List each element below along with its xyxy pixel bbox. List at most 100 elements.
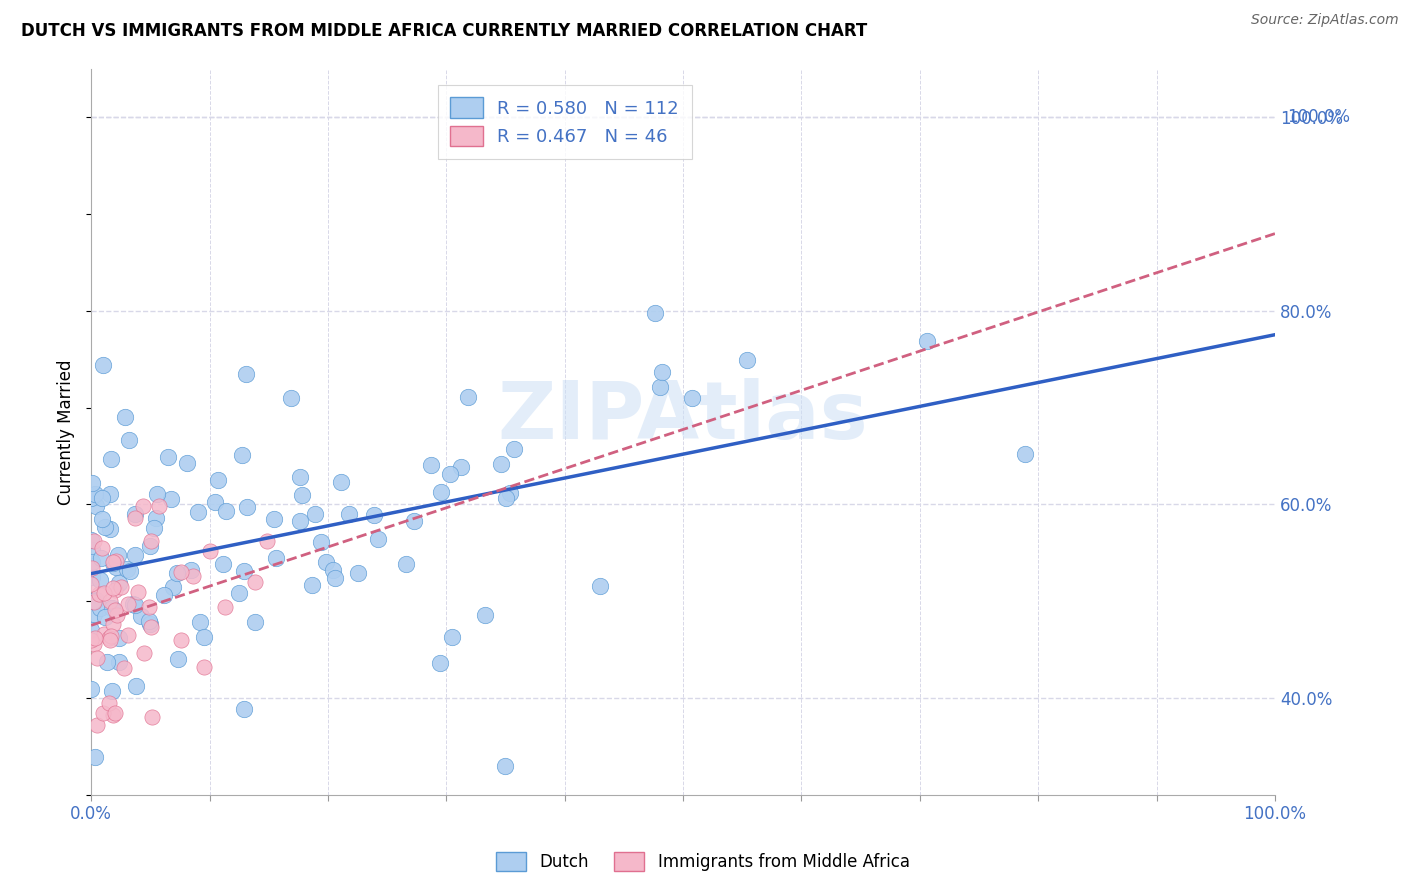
Point bbox=[83, 595, 105, 609]
Point bbox=[104, 554, 127, 568]
Point bbox=[80, 543, 103, 558]
Point bbox=[681, 391, 703, 405]
Point bbox=[83, 487, 105, 501]
Point bbox=[170, 633, 193, 648]
Point bbox=[347, 566, 370, 580]
Point bbox=[167, 652, 190, 666]
Point bbox=[235, 368, 257, 382]
Point bbox=[138, 614, 160, 628]
Point bbox=[651, 365, 673, 379]
Point bbox=[288, 470, 311, 484]
Point bbox=[120, 564, 142, 578]
Point bbox=[100, 630, 122, 644]
Text: DUTCH VS IMMIGRANTS FROM MIDDLE AFRICA CURRENTLY MARRIED CORRELATION CHART: DUTCH VS IMMIGRANTS FROM MIDDLE AFRICA C… bbox=[21, 22, 868, 40]
Point bbox=[495, 491, 517, 505]
Point bbox=[142, 521, 165, 535]
Point bbox=[114, 410, 136, 425]
Point bbox=[193, 660, 215, 674]
Point bbox=[232, 702, 254, 716]
Point bbox=[89, 573, 111, 587]
Point bbox=[80, 624, 103, 638]
Point bbox=[105, 608, 128, 623]
Point bbox=[87, 587, 110, 601]
Point bbox=[83, 637, 105, 651]
Point bbox=[117, 562, 139, 576]
Legend: Dutch, Immigrants from Middle Africa: Dutch, Immigrants from Middle Africa bbox=[488, 843, 918, 880]
Point bbox=[104, 582, 127, 597]
Point bbox=[108, 655, 131, 669]
Point bbox=[82, 594, 104, 608]
Point bbox=[104, 603, 127, 617]
Point bbox=[98, 632, 121, 647]
Text: ZIPAtlas: ZIPAtlas bbox=[498, 378, 869, 457]
Point bbox=[228, 586, 250, 600]
Point bbox=[124, 507, 146, 521]
Point bbox=[122, 597, 145, 611]
Legend: R = 0.580   N = 112, R = 0.467   N = 46: R = 0.580 N = 112, R = 0.467 N = 46 bbox=[437, 85, 692, 159]
Point bbox=[311, 535, 333, 549]
Point bbox=[266, 551, 288, 566]
Point bbox=[80, 632, 103, 647]
Point bbox=[367, 532, 389, 546]
Point bbox=[232, 564, 254, 578]
Point bbox=[322, 563, 344, 577]
Point bbox=[363, 508, 385, 523]
Point bbox=[80, 533, 103, 547]
Point bbox=[124, 548, 146, 562]
Point bbox=[188, 615, 211, 629]
Point bbox=[263, 512, 285, 526]
Point bbox=[107, 548, 129, 562]
Point bbox=[101, 581, 124, 595]
Point bbox=[91, 706, 114, 720]
Point bbox=[231, 448, 253, 462]
Point bbox=[91, 511, 114, 525]
Point bbox=[125, 679, 148, 693]
Point bbox=[243, 615, 266, 630]
Point bbox=[94, 519, 117, 533]
Point bbox=[429, 484, 451, 499]
Point bbox=[325, 571, 347, 585]
Point bbox=[83, 749, 105, 764]
Point bbox=[153, 588, 176, 602]
Point bbox=[169, 565, 191, 579]
Point bbox=[187, 505, 209, 519]
Point bbox=[82, 594, 104, 608]
Point bbox=[132, 500, 155, 514]
Point bbox=[90, 550, 112, 565]
Point bbox=[98, 631, 121, 645]
Point bbox=[215, 504, 238, 518]
Point bbox=[80, 681, 103, 696]
Point bbox=[117, 627, 139, 641]
Point bbox=[145, 511, 167, 525]
Point bbox=[134, 647, 156, 661]
Point bbox=[181, 569, 204, 583]
Point bbox=[256, 533, 278, 548]
Point bbox=[648, 380, 671, 394]
Point bbox=[80, 576, 103, 591]
Point bbox=[86, 718, 108, 732]
Point bbox=[337, 507, 360, 521]
Point bbox=[124, 598, 146, 612]
Point bbox=[138, 539, 160, 553]
Point bbox=[644, 306, 666, 320]
Point bbox=[89, 601, 111, 615]
Point bbox=[108, 576, 131, 591]
Point bbox=[735, 353, 758, 368]
Point bbox=[101, 601, 124, 615]
Point bbox=[162, 580, 184, 594]
Point bbox=[83, 607, 105, 622]
Point bbox=[103, 555, 125, 569]
Point bbox=[124, 510, 146, 524]
Point bbox=[214, 599, 236, 614]
Point bbox=[91, 358, 114, 372]
Point bbox=[86, 651, 108, 665]
Point bbox=[84, 632, 107, 646]
Point bbox=[146, 487, 169, 501]
Point bbox=[440, 630, 463, 644]
Point bbox=[100, 451, 122, 466]
Point bbox=[93, 586, 115, 600]
Point bbox=[139, 617, 162, 632]
Point bbox=[245, 574, 267, 589]
Point bbox=[915, 334, 938, 349]
Point bbox=[82, 561, 104, 575]
